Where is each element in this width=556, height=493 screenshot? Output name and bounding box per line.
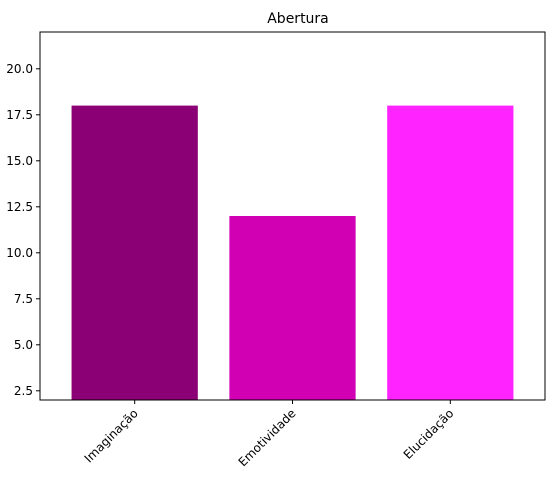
x-tick-label: Emotividade (236, 406, 299, 469)
y-tick-label: 7.5 (14, 292, 33, 306)
y-tick-label: 2.5 (14, 384, 33, 398)
y-axis: 2.5 5.0 7.5 10.0 12.5 15.0 17.5 20.0 (6, 62, 40, 398)
x-tick-label: Imaginação (82, 406, 141, 465)
bars-group (71, 105, 514, 400)
x-axis: Imaginação Emotividade Elucidação (82, 400, 457, 469)
y-tick-label: 20.0 (6, 62, 33, 76)
chart-title: Abertura (267, 11, 329, 27)
y-tick-label: 15.0 (6, 154, 33, 168)
bar-1 (71, 105, 198, 400)
y-tick-label: 12.5 (6, 200, 33, 214)
bar-2 (229, 216, 356, 400)
y-tick-label: 5.0 (14, 338, 33, 352)
y-tick-label: 17.5 (6, 108, 33, 122)
y-tick-label: 10.0 (6, 246, 33, 260)
x-tick-label: Elucidação (401, 406, 457, 462)
bar-3 (387, 105, 514, 400)
